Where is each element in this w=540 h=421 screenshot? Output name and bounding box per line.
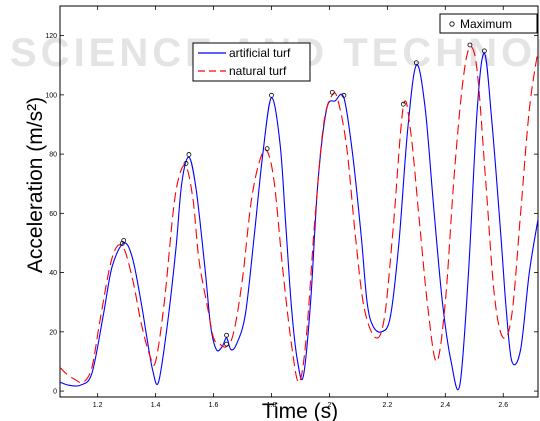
maximum-marker <box>467 42 473 48</box>
x-tick-label: 1.6 <box>209 402 219 409</box>
plot-area <box>59 5 539 398</box>
maxima-legend-marker <box>449 21 455 27</box>
y-tick-label: 60 <box>49 211 57 218</box>
maxima-layer <box>119 42 487 347</box>
maxima-legend-label: Maximum <box>460 17 512 31</box>
x-tick-label: 1.4 <box>151 402 161 409</box>
x-axis: 1.2 1.4 1.6 1.8 2 2.2 2.4 2.6 <box>93 6 508 409</box>
x-axis-label: Time (s) <box>262 400 338 421</box>
x-tick-label: 2.6 <box>498 402 508 409</box>
series-line-artificial-turf <box>60 52 538 391</box>
y-tick-label: 0 <box>53 389 57 396</box>
x-tick-label: 1.8 <box>267 402 277 409</box>
y-tick-label: 100 <box>45 92 57 99</box>
maximum-marker <box>269 92 274 98</box>
maximum-marker <box>119 241 125 246</box>
maximum-marker <box>224 341 229 347</box>
maxima-legend: Maximum <box>439 13 538 34</box>
legend-label-natural: natural turf <box>229 64 287 78</box>
x-tick-label: 2 <box>327 402 331 409</box>
maximum-marker <box>482 48 487 54</box>
x-tick-label: 2.2 <box>382 402 392 409</box>
maximum-marker <box>183 161 189 166</box>
y-tick-label: 80 <box>49 152 57 159</box>
x-tick-label: 2.4 <box>440 402 450 409</box>
y-tick-label: 120 <box>45 33 57 40</box>
maximum-marker <box>413 60 419 66</box>
series-line-natural-turf <box>60 46 538 384</box>
series-layer <box>60 46 538 391</box>
maximum-marker <box>264 146 270 152</box>
maximum-marker <box>400 101 406 107</box>
maxima-legend-box <box>439 13 538 34</box>
legend-label-artificial: artificial turf <box>229 46 291 60</box>
maximum-marker <box>186 152 192 157</box>
maximum-marker <box>341 92 347 98</box>
y-axis: 0 20 40 60 80 100 120 <box>45 33 538 396</box>
y-tick-label: 20 <box>49 329 57 336</box>
x-tick-label: 1.2 <box>93 402 103 409</box>
maximum-marker <box>224 332 229 338</box>
y-tick-label: 40 <box>49 270 57 277</box>
y-axis-label: Acceleration (m/s²) <box>24 97 47 273</box>
series-legend-box <box>192 42 311 82</box>
maximum-marker <box>329 89 335 95</box>
series-legend: artificial turf natural turf <box>192 42 311 82</box>
